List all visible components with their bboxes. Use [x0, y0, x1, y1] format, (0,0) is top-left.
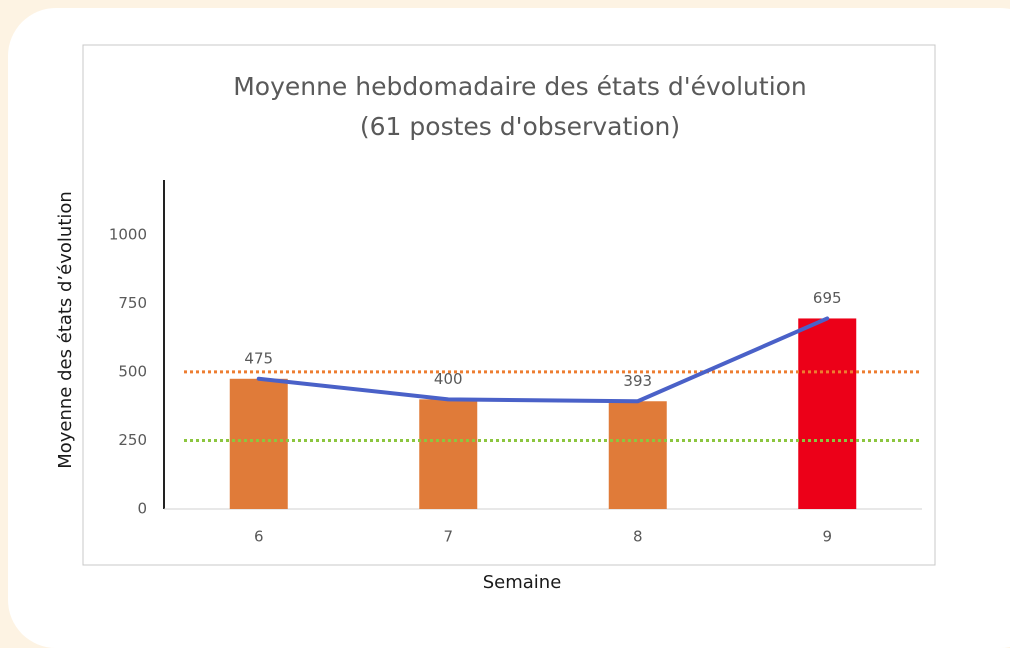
- x-tick-label: 6: [254, 528, 264, 546]
- y-tick-label: 750: [118, 294, 147, 312]
- data-label: 393: [623, 372, 652, 390]
- data-label: 695: [813, 289, 842, 307]
- data-label: 400: [434, 370, 463, 388]
- trend-line: [256, 316, 830, 404]
- bar: [419, 399, 478, 509]
- x-axis-label: Semaine: [483, 572, 562, 593]
- y-axis-label: Moyenne des états d’évolution: [55, 191, 76, 469]
- chart-title: Moyenne hebdomadaire des états d'évoluti…: [233, 72, 807, 101]
- bar: [608, 401, 667, 509]
- y-tick-label: 250: [118, 431, 147, 449]
- chart-frame: [82, 44, 936, 566]
- chart-subtitle: (61 postes d'observation): [360, 112, 680, 141]
- page: {"chart_data": {"type": "bar", "title": …: [8, 8, 1010, 648]
- bar: [798, 318, 857, 509]
- x-tick-label: 9: [822, 528, 832, 546]
- y-tick-label: 500: [118, 362, 147, 380]
- y-tick-label: 0: [137, 500, 147, 518]
- y-tick-label: 1000: [109, 225, 147, 243]
- x-tick-label: 8: [633, 528, 643, 546]
- data-label: 475: [244, 349, 273, 367]
- chart: Moyenne hebdomadaire des états d'évoluti…: [55, 44, 936, 593]
- bar: [229, 378, 288, 509]
- x-tick-label: 7: [443, 528, 453, 546]
